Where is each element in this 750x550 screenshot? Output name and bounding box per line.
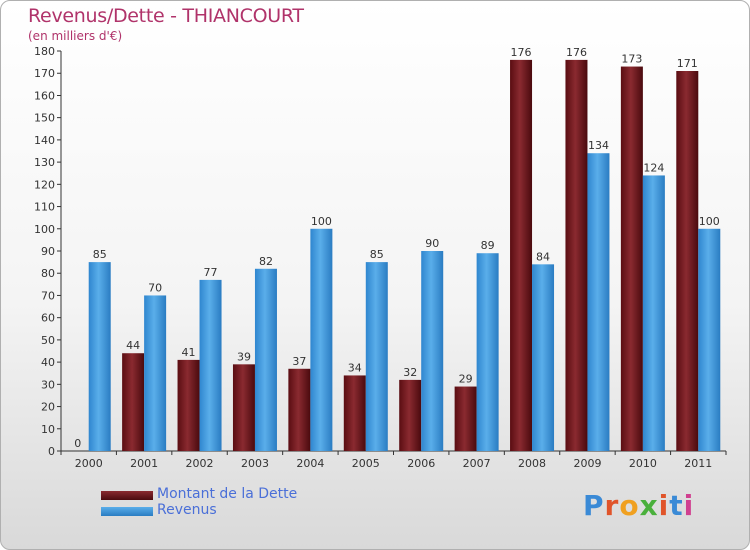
- y-tick-label: 50: [41, 334, 55, 347]
- bar-revenue-2004: [310, 228, 333, 451]
- data-label-debt-2002: 41: [182, 346, 196, 359]
- x-tick-label: 2007: [463, 457, 491, 470]
- bar-revenue-2007: [476, 253, 499, 451]
- data-label-debt-2009: 176: [566, 46, 587, 59]
- bar-revenue-2011: [698, 228, 721, 451]
- legend-swatch-revenue: [101, 507, 153, 516]
- legend-label-debt: Montant de la Dette: [157, 486, 298, 502]
- bar-debt-2009: [565, 59, 588, 452]
- x-tick-label: 2011: [684, 457, 712, 470]
- x-tick-label: 2002: [186, 457, 214, 470]
- chart-legend: Montant de la Dette Revenus: [101, 486, 401, 519]
- bar-debt-2007: [454, 386, 477, 451]
- x-tick-label: 2000: [75, 457, 103, 470]
- y-tick-label: 0: [48, 445, 55, 458]
- x-tick-label: 2004: [296, 457, 324, 470]
- data-label-revenue-2005: 85: [370, 248, 384, 261]
- bar-revenue-2003: [254, 268, 277, 451]
- proxiti-logo: Proxiti: [583, 489, 694, 522]
- legend-label-revenue: Revenus: [157, 502, 217, 518]
- chart-subtitle: (en milliers d'€): [28, 29, 123, 43]
- y-tick-label: 180: [34, 45, 55, 58]
- bar-debt-2005: [343, 375, 366, 451]
- x-tick-label: 2003: [241, 457, 269, 470]
- data-label-revenue-2000: 85: [93, 248, 107, 261]
- bar-debt-2010: [620, 66, 643, 452]
- logo-letter: i: [683, 489, 695, 522]
- y-tick-label: 40: [41, 356, 55, 369]
- data-label-debt-2008: 176: [511, 46, 532, 59]
- x-tick-label: 2008: [518, 457, 546, 470]
- y-tick-label: 120: [34, 178, 55, 191]
- y-tick-label: 80: [41, 267, 55, 280]
- data-label-revenue-2004: 100: [311, 215, 332, 228]
- bar-debt-2004: [288, 368, 311, 451]
- data-label-revenue-2008: 84: [536, 250, 550, 263]
- y-tick-label: 160: [34, 89, 55, 102]
- data-label-revenue-2003: 82: [259, 255, 273, 268]
- data-label-debt-2007: 29: [459, 373, 473, 386]
- y-tick-label: 100: [34, 223, 55, 236]
- y-tick-label: 70: [41, 289, 55, 302]
- bar-debt-2001: [122, 353, 145, 451]
- y-tick-label: 10: [41, 423, 55, 436]
- x-tick-label: 2005: [352, 457, 380, 470]
- bar-revenue-2010: [642, 175, 665, 451]
- y-tick-label: 30: [41, 378, 55, 391]
- chart-title: Revenus/Dette - THIANCOURT: [28, 5, 304, 27]
- x-tick-label: 2001: [130, 457, 158, 470]
- data-label-revenue-2002: 77: [204, 266, 218, 279]
- bar-revenue-2001: [144, 295, 167, 451]
- data-label-revenue-2010: 124: [643, 161, 664, 174]
- legend-swatch-debt: [101, 491, 153, 500]
- logo-letter: i: [658, 489, 670, 522]
- logo-letter: P: [583, 489, 605, 522]
- data-label-revenue-2011: 100: [699, 215, 720, 228]
- y-tick-label: 130: [34, 156, 55, 169]
- logo-letter: r: [604, 489, 620, 522]
- y-tick-label: 60: [41, 312, 55, 325]
- data-label-debt-2010: 173: [621, 53, 642, 66]
- legend-item-revenue: Revenus: [101, 502, 401, 519]
- bar-revenue-2000: [88, 262, 111, 451]
- bar-revenue-2002: [199, 279, 222, 451]
- logo-letter: t: [669, 489, 684, 522]
- data-label-revenue-2009: 134: [588, 139, 609, 152]
- data-label-debt-2011: 171: [677, 57, 698, 70]
- bar-revenue-2005: [365, 262, 388, 451]
- bar-debt-2011: [676, 71, 699, 451]
- y-tick-label: 20: [41, 401, 55, 414]
- data-label-debt-2001: 44: [126, 339, 140, 352]
- data-label-debt-2006: 32: [403, 366, 417, 379]
- bar-debt-2006: [399, 379, 422, 451]
- legend-item-debt: Montant de la Dette: [101, 486, 401, 503]
- y-tick-label: 110: [34, 201, 55, 214]
- x-tick-label: 2009: [573, 457, 601, 470]
- bar-debt-2002: [177, 359, 200, 451]
- y-tick-label: 170: [34, 67, 55, 80]
- bar-debt-2003: [232, 364, 255, 451]
- x-tick-label: 2010: [629, 457, 657, 470]
- bar-revenue-2006: [421, 251, 444, 451]
- data-label-debt-2003: 39: [237, 350, 251, 363]
- y-tick-label: 90: [41, 245, 55, 258]
- data-label-revenue-2007: 89: [481, 239, 495, 252]
- logo-letter: o: [619, 489, 640, 522]
- y-tick-label: 150: [34, 112, 55, 125]
- data-label-revenue-2006: 90: [425, 237, 439, 250]
- data-label-debt-2004: 37: [292, 355, 306, 368]
- data-label-debt-2000: 0: [74, 437, 81, 450]
- data-label-revenue-2001: 70: [148, 281, 162, 294]
- bar-debt-2008: [510, 59, 533, 452]
- data-label-debt-2005: 34: [348, 361, 362, 374]
- bar-revenue-2008: [532, 264, 555, 451]
- bar-revenue-2009: [587, 153, 610, 451]
- logo-letter: x: [639, 489, 659, 522]
- y-tick-label: 140: [34, 134, 55, 147]
- x-tick-label: 2006: [407, 457, 435, 470]
